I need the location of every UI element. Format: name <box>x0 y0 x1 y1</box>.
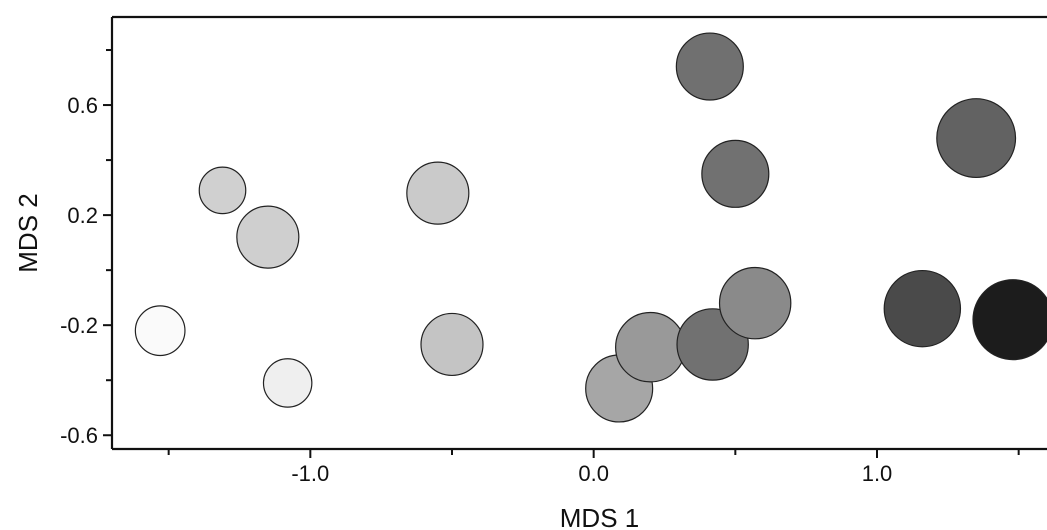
data-point-6 <box>420 312 484 377</box>
data-point-3 <box>198 166 247 215</box>
data-point-13 <box>883 269 962 348</box>
data-point-15 <box>972 279 1047 361</box>
y-axis-title: MDS 2 <box>13 193 43 272</box>
data-point-10 <box>718 266 792 340</box>
data-point-11 <box>675 32 744 101</box>
data-point-2 <box>262 358 313 408</box>
data-point-5 <box>406 161 470 225</box>
x-axis-title: MDS 1 <box>560 503 639 530</box>
x-tick-label-2: 1.0 <box>862 461 893 486</box>
data-point-1 <box>134 305 186 357</box>
points-layer <box>134 32 1047 423</box>
data-point-8 <box>615 311 686 383</box>
data-point-12 <box>701 139 770 208</box>
y-tick-label-1: -0.2 <box>60 313 98 338</box>
y-tick-label-2: 0.2 <box>67 203 98 228</box>
data-point-4 <box>236 205 300 269</box>
axes-layer: -1.0 0.0 1.0 -0.6 -0.2 0.2 0.6 <box>60 15 1047 486</box>
x-tick-label-0: -1.0 <box>291 461 329 486</box>
y-tick-label-0: -0.6 <box>60 423 98 448</box>
y-tick-label-3: 0.6 <box>67 93 98 118</box>
data-point-14 <box>936 98 1017 179</box>
x-tick-label-1: 0.0 <box>578 461 609 486</box>
